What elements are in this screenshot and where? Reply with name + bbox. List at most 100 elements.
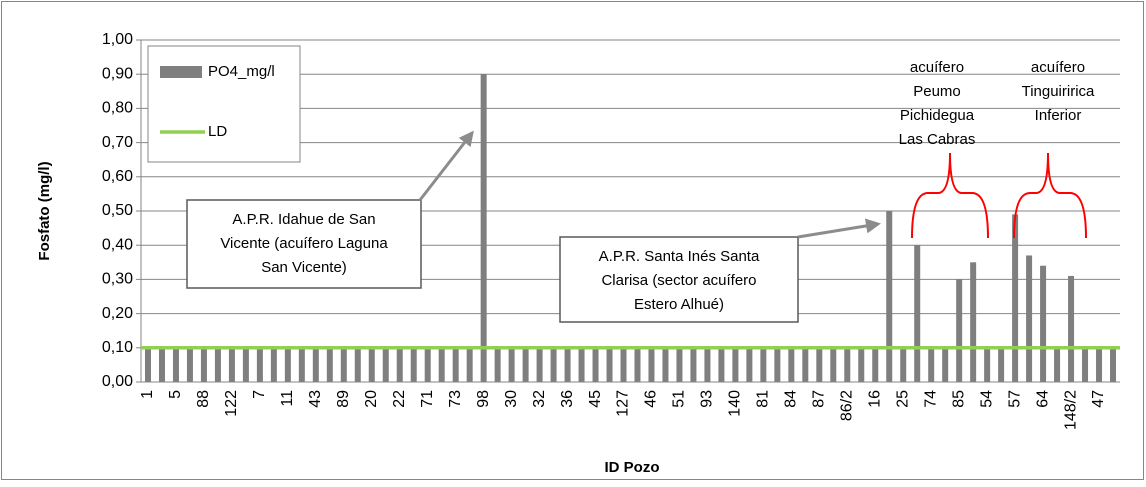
x-tick-label: 86/2 [838,390,855,421]
bar [480,74,487,382]
bar [158,347,165,382]
brace [1013,152,1087,239]
bar [942,347,949,382]
x-tick-label: 84 [783,390,800,408]
x-tick-label: 45 [587,390,604,408]
x-tick-label: 74 [922,390,939,408]
bar [144,347,151,382]
bar [606,347,613,382]
bar [368,347,375,382]
y-tick-label: 0,50 [102,202,133,219]
bar [424,347,431,382]
bar [788,347,795,382]
bar [858,347,865,382]
bar [1110,347,1117,382]
legend-box [147,45,301,163]
x-tick-label: 54 [978,390,995,408]
bar [872,347,879,382]
y-tick-label: 0,30 [102,271,133,288]
bar [620,347,627,382]
x-tick-label: 140 [727,390,744,417]
bar [340,347,347,382]
bar [242,347,249,382]
bar [564,347,571,382]
bar [970,262,977,382]
x-tick-label: 32 [531,390,548,408]
annotation-text: acuífero [910,59,964,76]
bar [550,347,557,382]
annotation-text: Peumo [913,83,961,100]
x-tick-label: 98 [475,390,492,408]
annotation-text: San Vicente) [261,259,347,276]
x-tick-label: 1 [139,390,156,399]
bar [284,347,291,382]
x-tick-label: 36 [559,390,576,408]
bar [844,347,851,382]
legend-label: LD [208,123,227,140]
x-tick-label: 87 [811,390,828,408]
x-tick-label: 89 [335,390,352,408]
bar [662,347,669,382]
bar [396,347,403,382]
x-tick-label: 7 [251,390,268,399]
bar [298,347,305,382]
bar [354,347,361,382]
y-tick-label: 1,00 [102,31,133,48]
annotation-text: Tinguiririca [1022,83,1095,100]
bar [984,347,991,382]
bar [172,347,179,382]
bar [214,347,221,382]
annotation-text: Pichidegua [900,107,975,124]
x-tick-label: 22 [391,390,408,408]
bar [718,347,725,382]
callout-arrow [797,218,881,239]
x-tick-label: 5 [167,390,184,399]
x-tick-label: 148/2 [1062,390,1079,430]
x-tick-label: 16 [866,390,883,408]
bar [382,347,389,382]
annotation-text: A.P.R. Santa Inés Santa [599,248,760,265]
bar [774,347,781,382]
x-tick-label: 93 [699,390,716,408]
bar [452,347,459,382]
bar [326,347,333,382]
x-tick-label: 51 [671,390,688,408]
bar [1040,265,1047,382]
bar [1026,255,1033,382]
bar [256,347,263,382]
x-tick-label: 25 [894,390,911,408]
bar [186,347,193,382]
legend-swatch [160,66,202,78]
x-tick-label: 64 [1034,390,1051,408]
x-tick-label: 46 [643,390,660,408]
bar [634,347,641,382]
y-tick-label: 0,00 [102,373,133,390]
bar [200,347,207,382]
callout-arrow [418,130,474,201]
annotation-text: A.P.R. Idahue de San [232,211,375,228]
annotation-text: Clarisa (sector acuífero [601,272,756,289]
bar [760,347,767,382]
bar [1068,275,1075,382]
bar [830,347,837,382]
x-tick-label: 30 [503,390,520,408]
x-tick-label: 47 [1090,390,1107,408]
bar [928,347,935,382]
bar [914,245,921,382]
y-tick-label: 0,70 [102,134,133,151]
bar [676,347,683,382]
bar [704,347,711,382]
brace [911,152,989,239]
bar [522,347,529,382]
bar [816,347,823,382]
bar [1096,347,1103,382]
legend-label: PO4_mg/l [208,63,275,80]
x-tick-label: 85 [950,390,967,408]
bar [956,279,963,382]
bar [1012,214,1019,382]
bar [1054,347,1061,382]
bar [746,347,753,382]
y-tick-label: 0,60 [102,168,133,185]
bar [732,347,739,382]
